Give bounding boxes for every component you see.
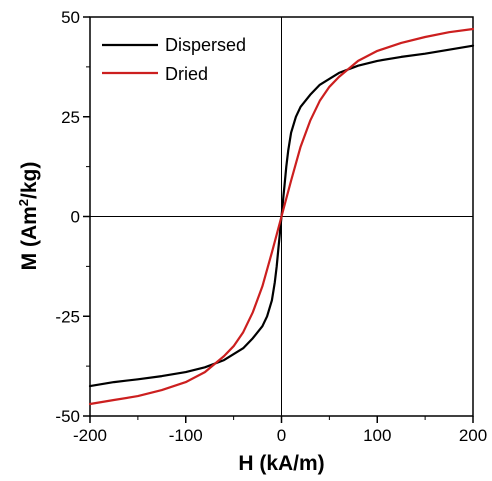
legend-label-dried: Dried <box>165 64 208 84</box>
x-tick-label: 0 <box>277 426 286 445</box>
y-axis-title-end: /kg) <box>18 162 41 199</box>
x-tick-label: 200 <box>459 426 487 445</box>
y-tick-label: 25 <box>61 108 80 127</box>
x-tick-label: -100 <box>169 426 203 445</box>
x-tick-label: 100 <box>363 426 391 445</box>
y-axis-title: M (Am2/kg) <box>16 162 41 271</box>
y-tick-label: -50 <box>55 407 80 426</box>
x-tick-label: -200 <box>73 426 107 445</box>
x-axis-title: H (kA/m) <box>238 452 324 475</box>
legend: Dispersed Dried <box>102 35 246 84</box>
y-axis-title-main: M (Am <box>18 206 41 270</box>
y-axis-title-sup: 2 <box>16 199 31 206</box>
legend-label-dispersed: Dispersed <box>165 35 246 55</box>
series-line-dried <box>88 27 475 406</box>
y-tick-label: -25 <box>55 307 80 326</box>
y-tick-label: 50 <box>61 8 80 27</box>
y-tick-label: 0 <box>71 208 80 227</box>
